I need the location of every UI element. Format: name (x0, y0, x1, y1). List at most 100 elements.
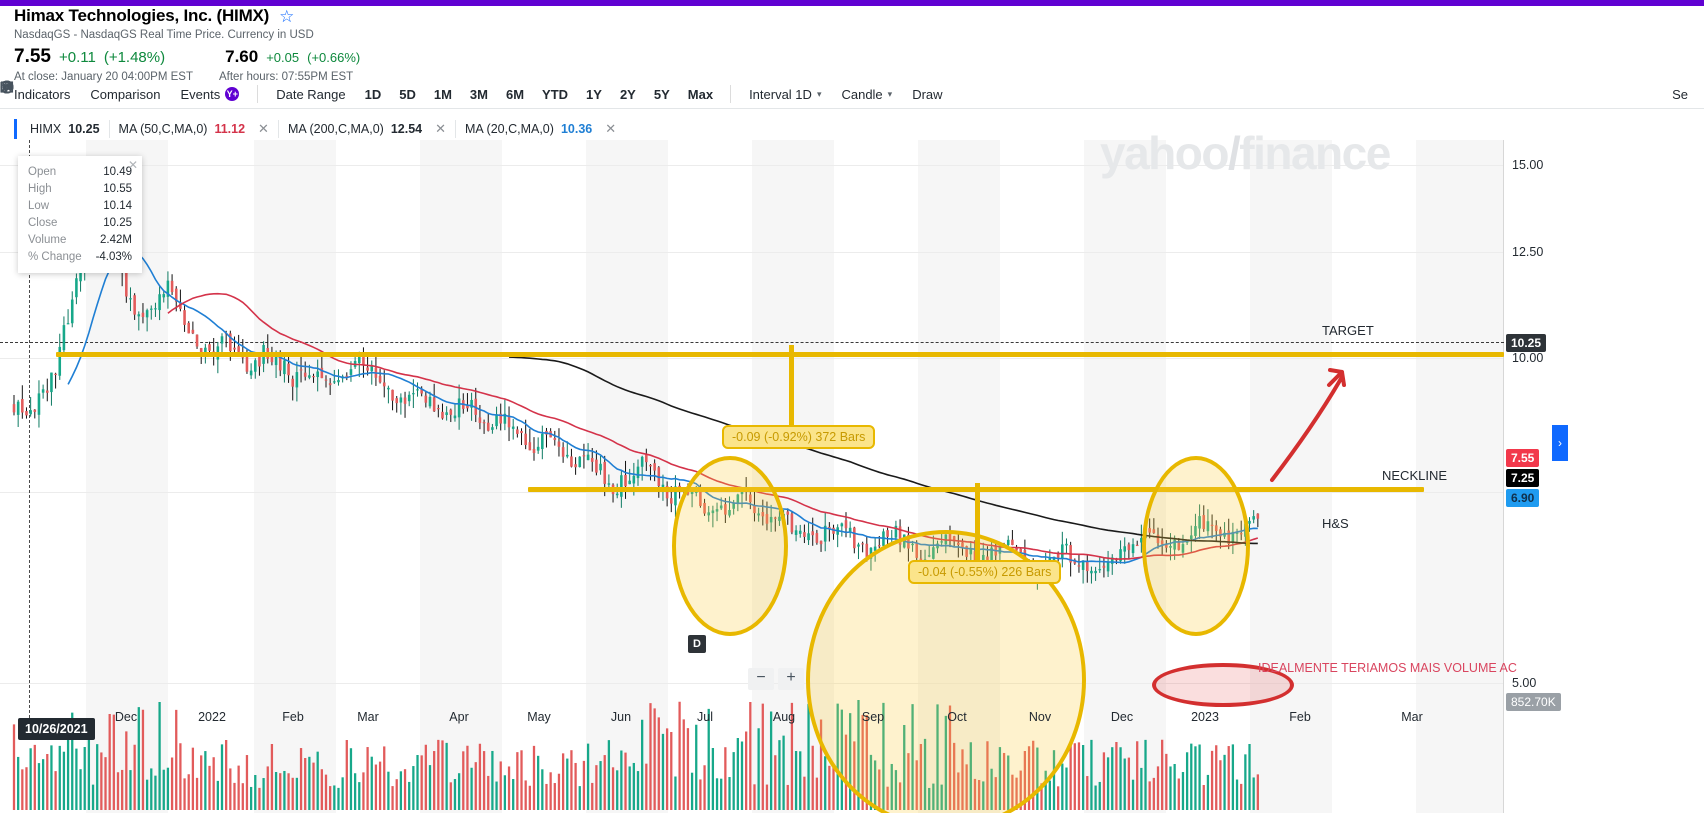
range-1y[interactable]: 1Y (586, 86, 602, 102)
x-tick-feb23: Feb (1289, 710, 1311, 724)
y-tick-1250: 12.50 (1512, 245, 1544, 259)
chevron-down-icon: ▾ (816, 88, 822, 99)
x-tick-2022: 2022 (198, 710, 226, 724)
ohlc-row-open: Open 10.49 (28, 164, 132, 181)
x-tick-nov: Nov (1028, 710, 1052, 724)
ohlc-row-low: Low 10.14 (28, 198, 132, 215)
measure-label-1[interactable]: -0.09 (-0.92%) 372 Bars (722, 425, 876, 449)
chart-type-selector[interactable]: Candle ▾ (2, 80, 902, 108)
neckline-annotation-label[interactable]: NECKLINE (1382, 468, 1448, 483)
measure-label-2[interactable]: -0.04 (-0.55%) 226 Bars (908, 560, 1062, 584)
range-6m[interactable]: 6M (505, 86, 525, 102)
ohlc-value: 2.42M (100, 234, 132, 246)
candlestick-series (12, 186, 1260, 590)
expand-panel-tab[interactable]: › (1552, 425, 1568, 461)
range-max[interactable]: Max (687, 86, 714, 102)
volume-zone-ellipse[interactable] (1152, 663, 1294, 707)
day-marker-flag[interactable]: D (688, 635, 706, 653)
chip-divider (455, 120, 457, 138)
page-title: Himax Technologies, Inc. (HIMX) (14, 6, 270, 25)
close-timestamp: At close: January 20 04:00PM EST (14, 71, 193, 83)
range-1d[interactable]: 1D (364, 86, 382, 102)
close-icon[interactable]: ✕ (258, 121, 269, 136)
volume-note-annotation[interactable]: IDEALMENTE TERIAMOS MAIS VOLUME AC (1258, 661, 1517, 675)
chip-himx[interactable]: HIMX 10.25 (21, 118, 109, 140)
ohlc-value: 10.55 (103, 183, 132, 195)
date-range-button[interactable]: Date Range (0, 80, 355, 108)
ohlc-row-close: Close 10.25 (28, 215, 132, 232)
ohlc-row-high: High 10.55 (28, 181, 132, 198)
last-close-badge: 10.25 (1506, 334, 1547, 352)
close-icon[interactable]: ✕ (605, 121, 617, 136)
chip-value: 12.54 (390, 122, 423, 136)
chip-ma50[interactable]: MA (50,C,MA,0) 11.12 ✕ (109, 117, 278, 141)
ohlc-value: 10.25 (103, 217, 132, 229)
close-icon[interactable]: ✕ (435, 121, 447, 136)
range-2y[interactable]: 2Y (619, 86, 636, 102)
settings-button[interactable]: Se (1, 80, 1698, 108)
zoom-in-button[interactable]: + (778, 668, 804, 690)
x-tick-oct: Oct (947, 710, 967, 724)
range-ytd[interactable]: YTD (542, 86, 569, 102)
chip-ma200[interactable]: MA (200,C,MA,0) 12.54 ✕ (278, 117, 456, 141)
volume-badge: 852.70K (1506, 693, 1561, 711)
events-badge: Y+ (225, 87, 240, 101)
zoom-out-button[interactable]: − (748, 668, 774, 690)
comparison-button[interactable]: Comparison (0, 80, 170, 108)
interval-selector[interactable]: Interval 1D ▾ (0, 80, 831, 108)
close-icon[interactable]: ✕ (127, 158, 138, 172)
y-tick-15: 15.00 (1512, 158, 1544, 172)
price-axis-line (1503, 140, 1504, 813)
regular-price: 7.55 (14, 46, 51, 67)
events-button[interactable]: Events Y+ (2, 80, 249, 108)
ohlc-label: Low (28, 200, 50, 212)
hs-annotation-label[interactable]: H&S (1322, 516, 1349, 531)
chip-divider (277, 120, 279, 138)
regular-price-block: 7.55 +0.11 (+1.48%) (14, 46, 165, 68)
ohlc-label: Close (28, 217, 58, 229)
interval-label: Interval 1D (749, 86, 812, 102)
measure-stem-1 (789, 345, 794, 430)
chart-toolbar: Indicators Comparison Events Y+ Date Ran… (0, 80, 1704, 108)
left-shoulder-ellipse[interactable] (672, 456, 788, 636)
ohlc-value: 10.14 (103, 200, 132, 212)
ohlc-value: 10.49 (103, 166, 132, 178)
ohlc-label: % Change (28, 251, 82, 263)
target-annotation-label[interactable]: TARGET (1322, 323, 1374, 338)
star-icon[interactable]: ☆ (279, 6, 295, 26)
comparison-label: Comparison (90, 86, 161, 102)
ohlc-tooltip[interactable]: ✕ Open 10.49 High 10.55 Low 10.14 Close … (18, 156, 142, 273)
range-1m[interactable]: 1M (433, 86, 452, 102)
range-5y[interactable]: 5Y (653, 86, 670, 102)
x-tick-jul: Jul (697, 710, 713, 724)
date-range-label: Date Range (276, 86, 346, 102)
x-tick-aug: Aug (772, 710, 796, 724)
x-tick-2023: 2023 (1191, 710, 1219, 724)
range-3m[interactable]: 3M (469, 86, 488, 102)
x-tick-dec21: Dec (114, 710, 138, 724)
chevron-down-icon: ▾ (887, 88, 893, 99)
zoom-controls: − + (748, 668, 804, 690)
ma-price-badge: 6.90 (1506, 489, 1540, 507)
indicator-legend: HIMX 10.25 MA (50,C,MA,0) 11.12 ✕ MA (20… (14, 116, 626, 142)
after-hours-price-block: 7.60 +0.05 (+0.66%) (225, 47, 360, 67)
indicators-label: Indicators (14, 86, 71, 102)
draw-button[interactable]: Draw (1, 80, 952, 108)
exchange-subtitle: NasdaqGS - NasdaqGS Real Time Price. Cur… (14, 29, 314, 41)
ma200-line (508, 356, 1258, 545)
x-tick-jun: Jun (610, 710, 632, 724)
ma20-line (67, 247, 1258, 564)
right-shoulder-ellipse[interactable] (1142, 456, 1250, 636)
y-tick-5: 5.00 (1512, 676, 1537, 690)
yahoo-finance-watermark: yahoo/finance (1100, 127, 1391, 179)
quote-header: Himax Technologies, Inc. (HIMX) ☆ Nasdaq… (14, 6, 914, 83)
ohlc-label: Volume (28, 234, 67, 246)
brand-strip (0, 0, 1704, 6)
regular-change-pct: (+1.48%) (103, 49, 166, 66)
range-5d[interactable]: 5D (399, 86, 416, 102)
chart-plot-area[interactable]: yahoo/finance -0.09 (-0.92%) 372 Bars (0, 127, 1704, 813)
target-trendline[interactable] (56, 352, 1504, 357)
chip-value: 10.36 (560, 122, 593, 136)
chip-value: 10.25 (68, 122, 100, 136)
chip-ma20[interactable]: MA (20,C,MA,0) 10.36 ✕ (456, 117, 626, 141)
